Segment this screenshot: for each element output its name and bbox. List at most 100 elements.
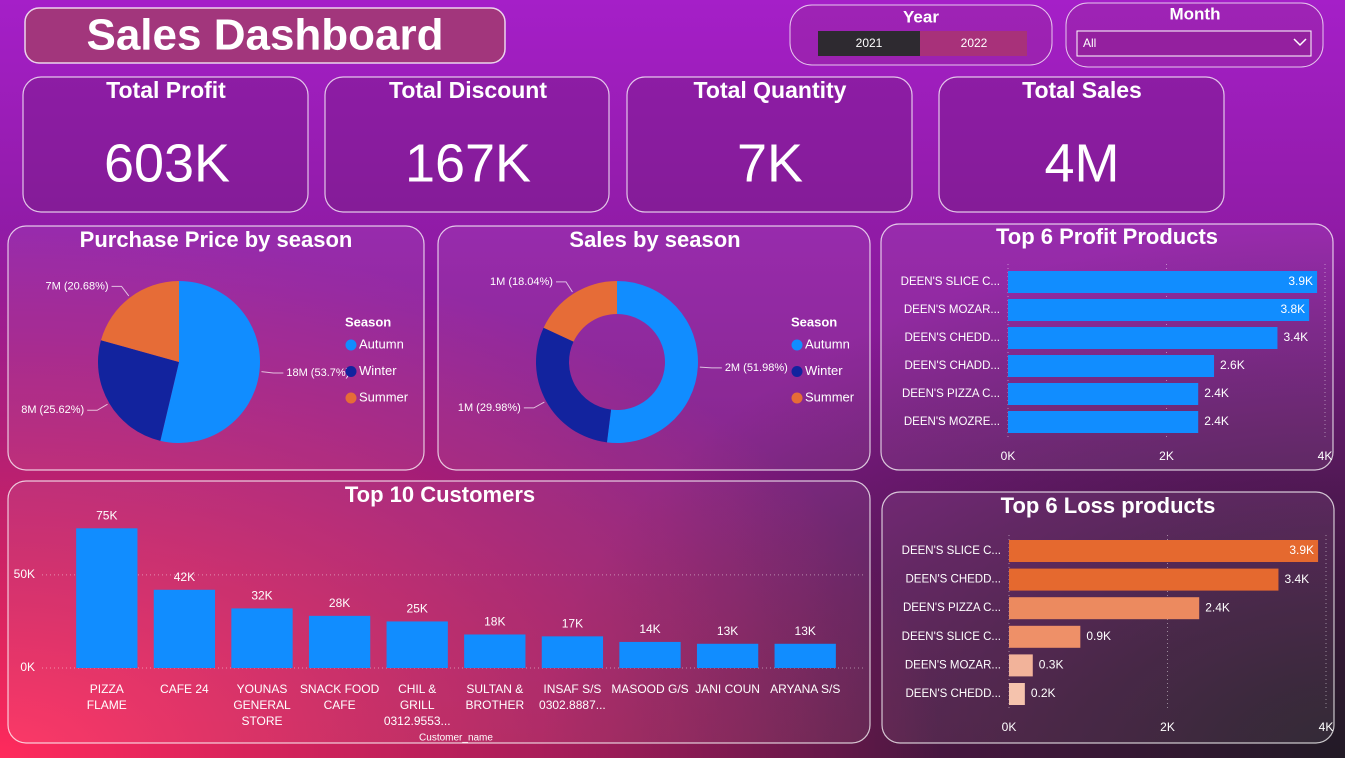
data-label: 1M (29.98%)	[458, 402, 521, 414]
y-tick-label: DEEN'S SLICE C...	[902, 631, 1001, 643]
bar	[231, 608, 293, 668]
data-label: 17K	[562, 617, 583, 631]
data-label: 13K	[795, 624, 816, 638]
chart-title: Purchase Price by season	[80, 227, 353, 252]
legend-title: Season	[345, 314, 391, 329]
bar	[1009, 568, 1279, 591]
data-label: 8M (25.62%)	[21, 404, 84, 416]
kpi-card	[22, 76, 309, 213]
data-label: 3.9K	[1288, 274, 1313, 288]
bar	[541, 636, 604, 668]
data-label: 3.4K	[1284, 572, 1309, 586]
legend-marker	[345, 392, 357, 404]
y-tick-label: DEEN'S MOZAR...	[904, 304, 1000, 316]
x-tick-label: CAFE 24	[160, 682, 209, 696]
legend-marker	[345, 339, 357, 351]
data-label: 0.3K	[1039, 658, 1064, 672]
data-label: 14K	[639, 622, 660, 636]
bar	[1008, 299, 1310, 321]
month-dropdown[interactable]	[1076, 30, 1312, 57]
kpi-value: 603K	[104, 133, 230, 193]
data-label: 32K	[251, 589, 272, 603]
year-option[interactable]	[920, 31, 1027, 56]
x-tick-label: 0K	[1001, 449, 1016, 463]
leader-line	[555, 281, 573, 293]
data-label: 42K	[174, 570, 195, 584]
data-label: 7M (20.68%)	[46, 280, 109, 292]
data-label: 28K	[329, 596, 350, 610]
bar	[464, 634, 526, 668]
bar	[1009, 597, 1200, 620]
x-tick-label: INSAF S/S 0302.8887...	[539, 682, 606, 712]
kpi-label: Total Profit	[106, 77, 226, 103]
donut-slice	[543, 281, 617, 342]
bar	[1008, 271, 1318, 293]
leader-line	[523, 401, 545, 409]
title-box	[24, 7, 506, 64]
chart-panel	[7, 480, 871, 744]
legend-marker	[791, 392, 803, 404]
data-label: 25K	[407, 602, 428, 616]
bar	[1008, 383, 1199, 405]
y-tick-label: DEEN'S PIZZA C...	[902, 388, 1000, 400]
x-tick-label: CHIL & GRILL 0312.9553...	[384, 682, 451, 728]
data-label: 3.8K	[1280, 302, 1305, 316]
year-option[interactable]	[818, 31, 920, 56]
x-tick-label: MASOOD G/S	[611, 682, 688, 696]
leader-line	[261, 371, 284, 374]
legend-label: Winter	[805, 363, 843, 378]
leader-line	[699, 366, 722, 369]
bar	[386, 621, 448, 668]
x-tick-label: 4K	[1318, 449, 1333, 463]
data-label: 18M (53.7%)	[286, 367, 349, 379]
data-label: 2M (51.98%)	[725, 362, 788, 374]
y-tick-label: DEEN'S MOZAR...	[905, 659, 1001, 671]
y-tick-label: DEEN'S SLICE C...	[901, 276, 1000, 288]
y-tick-label: DEEN'S SLICE C...	[902, 545, 1001, 557]
bar	[774, 643, 836, 668]
kpi-value: 167K	[405, 133, 531, 193]
year-option-label[interactable]: 2022	[961, 36, 988, 50]
year-option-label[interactable]: 2021	[856, 36, 883, 50]
data-label: 2.6K	[1220, 358, 1245, 372]
data-label: 2.4K	[1204, 414, 1229, 428]
x-tick-label: 4K	[1319, 720, 1334, 734]
x-tick-label: YOUNAS GENERAL STORE	[233, 682, 291, 728]
x-tick-label: ARYANA S/S	[770, 682, 840, 696]
legend-marker	[345, 366, 357, 377]
kpi-value: 7K	[737, 133, 803, 193]
y-tick-label: DEEN'S CHADD...	[905, 360, 1001, 372]
chart-title: Top 10 Customers	[345, 482, 535, 507]
y-tick-label: DEEN'S CHEDD...	[906, 688, 1002, 700]
data-label: 13K	[717, 624, 738, 638]
chart-title: Top 6 Profit Products	[996, 224, 1218, 249]
bar	[1009, 683, 1025, 705]
y-tick-label: 0K	[20, 660, 35, 674]
bar	[696, 643, 759, 668]
kpi-value: 4M	[1044, 133, 1119, 193]
kpi-card	[324, 76, 610, 213]
pie-slice	[160, 281, 260, 443]
x-tick-label: JANI COUN	[695, 682, 760, 696]
legend-label: Autumn	[805, 336, 850, 351]
chart-title: Sales by season	[569, 227, 740, 252]
x-tick-label: 2K	[1160, 720, 1175, 734]
data-label: 0.9K	[1086, 629, 1111, 643]
x-tick-label: 2K	[1159, 449, 1174, 463]
y-tick-label: DEEN'S CHEDD...	[905, 332, 1001, 344]
bar	[1008, 411, 1199, 433]
pie-slice	[98, 340, 179, 441]
pie-slice	[100, 281, 179, 362]
legend-label: Winter	[359, 363, 397, 378]
donut-slice	[536, 327, 612, 443]
y-tick-label: DEEN'S PIZZA C...	[903, 602, 1001, 614]
kpi-card	[938, 76, 1225, 213]
month-value[interactable]: All	[1083, 36, 1096, 50]
kpi-label: Total Sales	[1022, 77, 1142, 103]
data-label: 0.2K	[1031, 686, 1056, 700]
bar	[76, 528, 138, 668]
data-label: 2.4K	[1205, 600, 1230, 614]
legend-label: Autumn	[359, 336, 404, 351]
x-axis-title: Customer_name	[419, 733, 493, 744]
dropdown-chevron[interactable]	[1293, 38, 1307, 47]
